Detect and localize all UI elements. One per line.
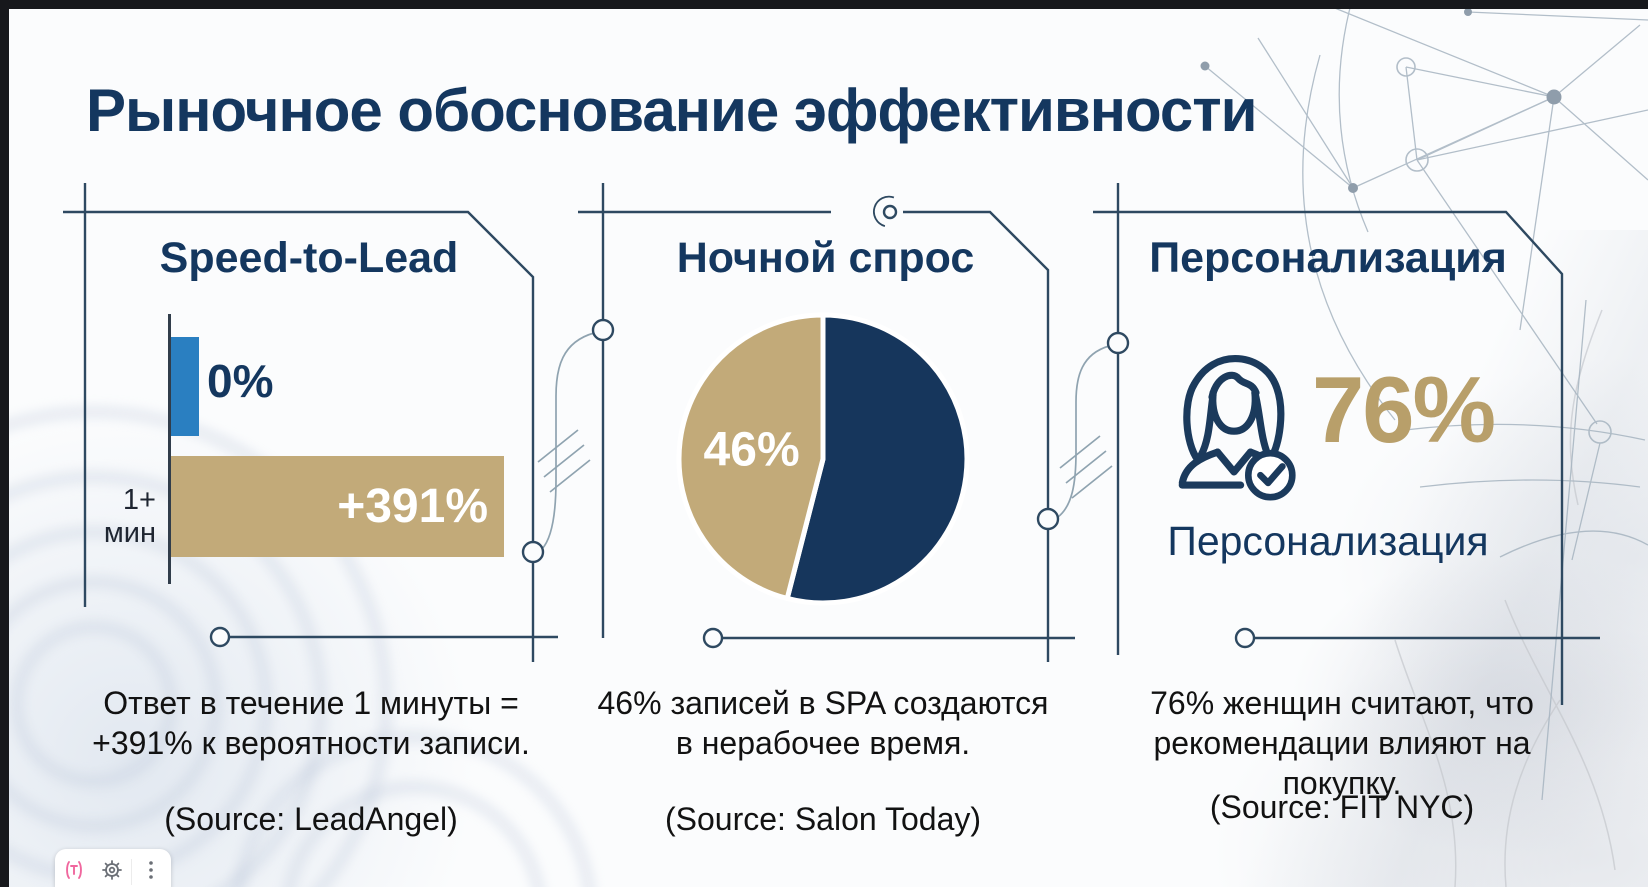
panel1-source: (Source: LeadAngel)	[164, 801, 458, 837]
network-lines	[1204, 0, 1648, 801]
check-circle-icon	[1245, 449, 1296, 501]
panel2-spiral-arc	[873, 195, 895, 227]
personalization-stat-value: 76%	[1312, 357, 1496, 462]
panel3-caption: 76% женщин считают, что рекомендации вли…	[1111, 683, 1573, 827]
panel2-source: (Source: Salon Today)	[664, 801, 982, 837]
network-dots	[1200, 8, 1562, 193]
overlay-toolbar	[55, 849, 171, 887]
bar-chart-axis	[168, 314, 171, 584]
pie-slice-1	[784, 312, 970, 606]
gear-icon[interactable]	[93, 858, 131, 882]
speed-bar-1min-plus: +391%	[171, 456, 504, 557]
panel1-caption: Ответ в течение 1 минуты = +391% к вероя…	[80, 683, 542, 839]
bar-category-label: 1+ мин	[103, 484, 156, 549]
personalization-stat-label: Персонализация	[1167, 518, 1489, 564]
speed-bar-1min-plus-label: +391%	[337, 480, 488, 533]
window-edge-left	[0, 0, 9, 887]
circuit-connectors	[537, 332, 1113, 550]
page-title: Рыночное обоснование эффективности	[86, 77, 1258, 144]
marble-texture	[1040, 230, 1648, 887]
woman-check-icon	[1178, 355, 1296, 501]
panel3-node	[1234, 627, 1256, 649]
panel2-title: Ночной спрос	[676, 234, 975, 282]
check-mark-icon	[1257, 463, 1286, 487]
pie-chart: 46%	[676, 312, 970, 606]
panel2-node	[702, 627, 724, 649]
panel2-caption: 46% записей в SPA создаются в нерабочее …	[592, 683, 1054, 839]
speed-bar-instant-label: 0%	[207, 355, 274, 407]
panel-frames	[63, 183, 1600, 705]
speed-bar-instant	[171, 337, 199, 436]
more-options-icon[interactable]	[132, 858, 170, 882]
panel1-title: Speed-to-Lead	[159, 234, 459, 282]
text-select-icon[interactable]	[55, 858, 93, 882]
window-edge-top	[0, 0, 1648, 9]
panel1-node	[209, 626, 231, 648]
panel3-frame-top	[1093, 210, 1564, 705]
panel2-frame-top-b	[903, 210, 1050, 662]
panel2-spiral-node	[882, 204, 898, 220]
connector-nodes	[521, 318, 1130, 564]
toolbar-divider	[131, 859, 132, 885]
marble-veins	[1394, 309, 1616, 887]
pie-slice-2	[676, 312, 826, 601]
panel3-title: Персонализация	[1149, 234, 1507, 282]
pie-slice-label: 46%	[704, 424, 800, 477]
panel3-source: (Source: FIT NYC)	[1209, 789, 1475, 825]
panel1-frame-top	[63, 210, 535, 662]
